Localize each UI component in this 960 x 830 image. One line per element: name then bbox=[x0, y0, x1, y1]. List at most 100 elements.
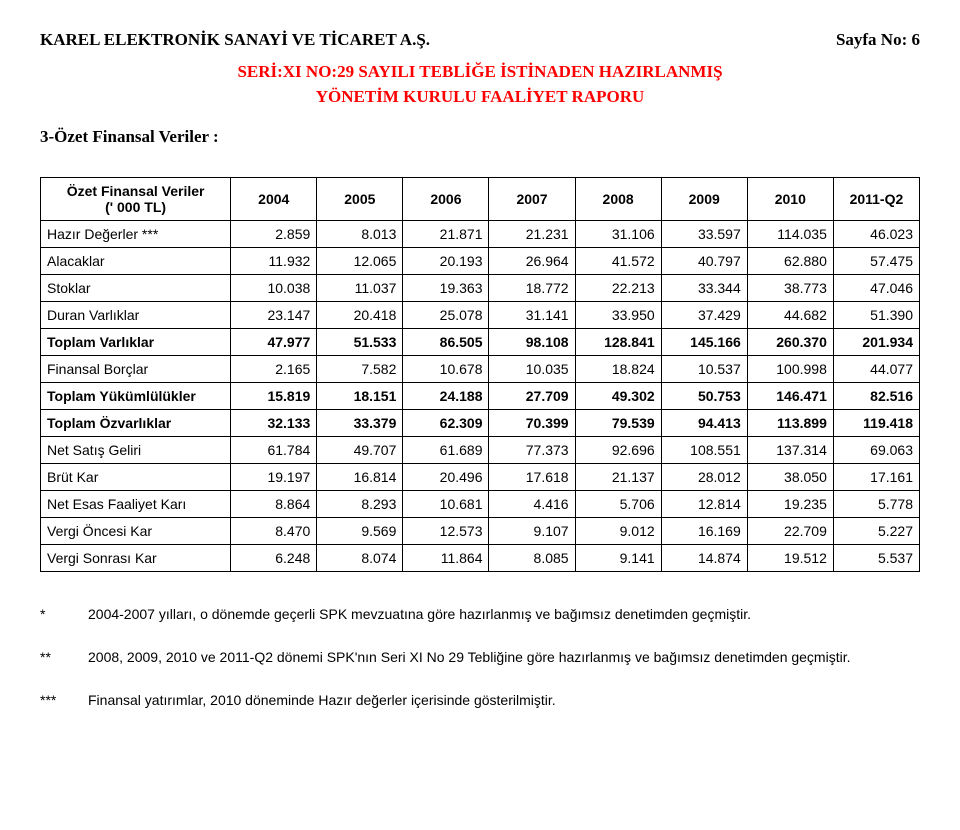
cell-value: 5.227 bbox=[833, 518, 919, 545]
cell-value: 15.819 bbox=[231, 383, 317, 410]
footnote-3: *** Finansal yatırımlar, 2010 döneminde … bbox=[40, 690, 920, 711]
cell-value: 33.344 bbox=[661, 275, 747, 302]
cell-value: 61.689 bbox=[403, 437, 489, 464]
cell-value: 11.932 bbox=[231, 248, 317, 275]
cell-value: 49.302 bbox=[575, 383, 661, 410]
footnote-mark: ** bbox=[40, 647, 64, 668]
row-label: Vergi Sonrası Kar bbox=[41, 545, 231, 572]
cell-value: 28.012 bbox=[661, 464, 747, 491]
cell-value: 9.141 bbox=[575, 545, 661, 572]
cell-value: 33.379 bbox=[317, 410, 403, 437]
col-2007: 2007 bbox=[489, 178, 575, 221]
document-subtitle: SERİ:XI NO:29 SAYILI TEBLİĞE İSTİNADEN H… bbox=[40, 60, 920, 109]
section-title: 3-Özet Finansal Veriler : bbox=[40, 127, 920, 147]
cell-value: 70.399 bbox=[489, 410, 575, 437]
cell-value: 146.471 bbox=[747, 383, 833, 410]
cell-value: 10.035 bbox=[489, 356, 575, 383]
col-2010: 2010 bbox=[747, 178, 833, 221]
table-row: Toplam Yükümlülükler15.81918.15124.18827… bbox=[41, 383, 920, 410]
cell-value: 79.539 bbox=[575, 410, 661, 437]
cell-value: 12.814 bbox=[661, 491, 747, 518]
col-2009: 2009 bbox=[661, 178, 747, 221]
financial-table: Özet Finansal Veriler (' 000 TL) 2004 20… bbox=[40, 177, 920, 572]
cell-value: 8.470 bbox=[231, 518, 317, 545]
cell-value: 26.964 bbox=[489, 248, 575, 275]
cell-value: 31.141 bbox=[489, 302, 575, 329]
table-row: Stoklar10.03811.03719.36318.77222.21333.… bbox=[41, 275, 920, 302]
cell-value: 46.023 bbox=[833, 221, 919, 248]
table-row: Vergi Sonrası Kar6.2488.07411.8648.0859.… bbox=[41, 545, 920, 572]
cell-value: 94.413 bbox=[661, 410, 747, 437]
cell-value: 8.293 bbox=[317, 491, 403, 518]
table-row: Net Satış Geliri61.78449.70761.68977.373… bbox=[41, 437, 920, 464]
cell-value: 20.496 bbox=[403, 464, 489, 491]
cell-value: 69.063 bbox=[833, 437, 919, 464]
cell-value: 41.572 bbox=[575, 248, 661, 275]
cell-value: 47.046 bbox=[833, 275, 919, 302]
footnote-text: 2008, 2009, 2010 ve 2011-Q2 dönemi SPK'n… bbox=[88, 647, 920, 668]
cell-value: 8.864 bbox=[231, 491, 317, 518]
cell-value: 62.309 bbox=[403, 410, 489, 437]
cell-value: 61.784 bbox=[231, 437, 317, 464]
cell-value: 10.038 bbox=[231, 275, 317, 302]
cell-value: 22.213 bbox=[575, 275, 661, 302]
cell-value: 21.137 bbox=[575, 464, 661, 491]
cell-value: 2.165 bbox=[231, 356, 317, 383]
cell-value: 21.871 bbox=[403, 221, 489, 248]
head-label-line-2: (' 000 TL) bbox=[105, 199, 166, 215]
subtitle-line-2: YÖNETİM KURULU FAALİYET RAPORU bbox=[316, 87, 645, 106]
cell-value: 19.363 bbox=[403, 275, 489, 302]
cell-value: 5.537 bbox=[833, 545, 919, 572]
row-label: Alacaklar bbox=[41, 248, 231, 275]
cell-value: 19.197 bbox=[231, 464, 317, 491]
cell-value: 5.706 bbox=[575, 491, 661, 518]
subtitle-line-1: SERİ:XI NO:29 SAYILI TEBLİĞE İSTİNADEN H… bbox=[237, 62, 722, 81]
cell-value: 62.880 bbox=[747, 248, 833, 275]
table-row: Duran Varlıklar23.14720.41825.07831.1413… bbox=[41, 302, 920, 329]
cell-value: 108.551 bbox=[661, 437, 747, 464]
cell-value: 114.035 bbox=[747, 221, 833, 248]
cell-value: 11.037 bbox=[317, 275, 403, 302]
head-label-line-1: Özet Finansal Veriler bbox=[67, 183, 205, 199]
cell-value: 86.505 bbox=[403, 329, 489, 356]
col-2008: 2008 bbox=[575, 178, 661, 221]
table-body: Hazır Değerler ***2.8598.01321.87121.231… bbox=[41, 221, 920, 572]
cell-value: 18.151 bbox=[317, 383, 403, 410]
cell-value: 12.065 bbox=[317, 248, 403, 275]
footnote-mark: * bbox=[40, 604, 64, 625]
cell-value: 38.773 bbox=[747, 275, 833, 302]
cell-value: 14.874 bbox=[661, 545, 747, 572]
cell-value: 38.050 bbox=[747, 464, 833, 491]
cell-value: 47.977 bbox=[231, 329, 317, 356]
col-2006: 2006 bbox=[403, 178, 489, 221]
row-label: Duran Varlıklar bbox=[41, 302, 231, 329]
cell-value: 8.013 bbox=[317, 221, 403, 248]
cell-value: 137.314 bbox=[747, 437, 833, 464]
cell-value: 201.934 bbox=[833, 329, 919, 356]
cell-value: 33.950 bbox=[575, 302, 661, 329]
cell-value: 51.390 bbox=[833, 302, 919, 329]
footnote-text: Finansal yatırımlar, 2010 döneminde Hazı… bbox=[88, 690, 920, 711]
row-label: Toplam Varlıklar bbox=[41, 329, 231, 356]
cell-value: 113.899 bbox=[747, 410, 833, 437]
cell-value: 17.161 bbox=[833, 464, 919, 491]
row-label: Vergi Öncesi Kar bbox=[41, 518, 231, 545]
footnote-1: * 2004-2007 yılları, o dönemde geçerli S… bbox=[40, 604, 920, 625]
footnote-2: ** 2008, 2009, 2010 ve 2011-Q2 dönemi SP… bbox=[40, 647, 920, 668]
cell-value: 57.475 bbox=[833, 248, 919, 275]
page-number: Sayfa No: 6 bbox=[836, 30, 920, 50]
col-2005: 2005 bbox=[317, 178, 403, 221]
cell-value: 20.418 bbox=[317, 302, 403, 329]
cell-value: 19.512 bbox=[747, 545, 833, 572]
table-row: Net Esas Faaliyet Karı8.8648.29310.6814.… bbox=[41, 491, 920, 518]
cell-value: 6.248 bbox=[231, 545, 317, 572]
cell-value: 11.864 bbox=[403, 545, 489, 572]
table-row: Finansal Borçlar2.1657.58210.67810.03518… bbox=[41, 356, 920, 383]
cell-value: 8.074 bbox=[317, 545, 403, 572]
footnote-mark: *** bbox=[40, 690, 64, 711]
cell-value: 18.824 bbox=[575, 356, 661, 383]
company-title: KAREL ELEKTRONİK SANAYİ VE TİCARET A.Ş. bbox=[40, 30, 430, 50]
cell-value: 10.537 bbox=[661, 356, 747, 383]
table-row: Brüt Kar19.19716.81420.49617.61821.13728… bbox=[41, 464, 920, 491]
cell-value: 17.618 bbox=[489, 464, 575, 491]
